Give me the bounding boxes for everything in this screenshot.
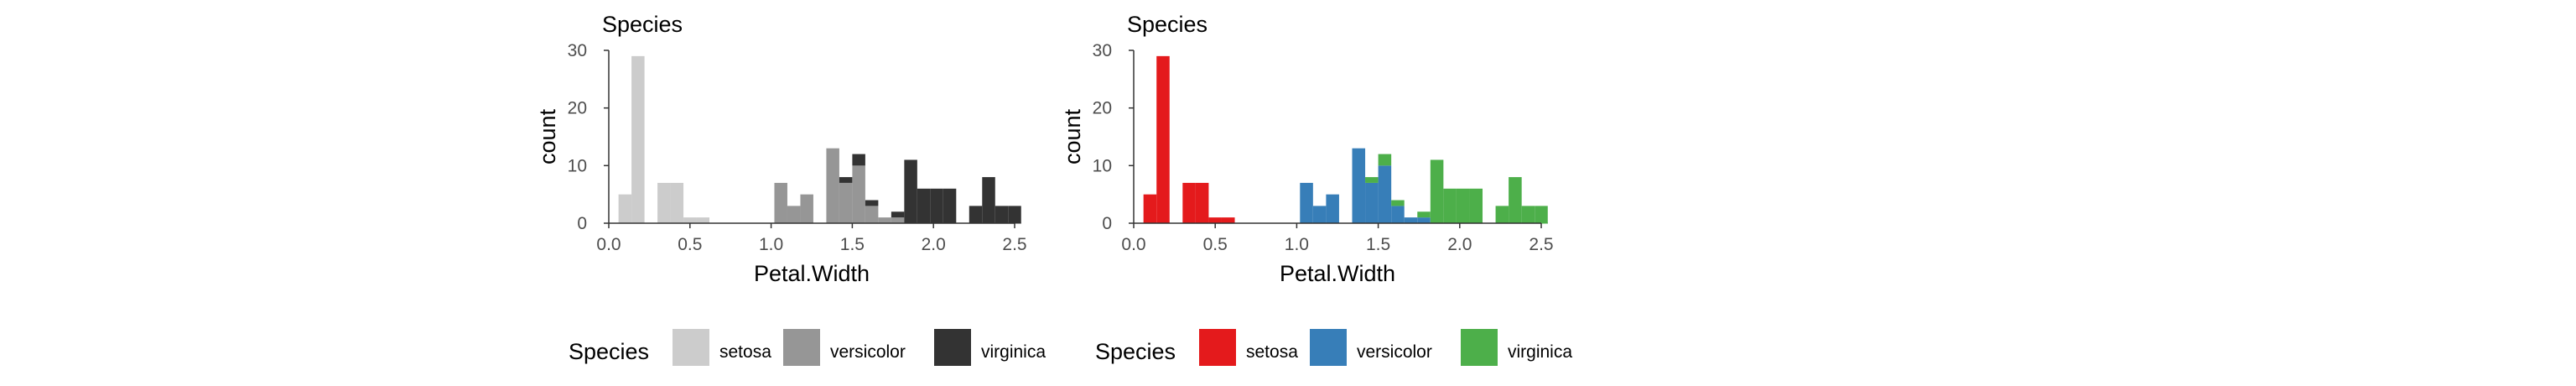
- histogram-bar-virginica: [1535, 206, 1548, 223]
- histogram-bar-versicolor: [852, 165, 865, 223]
- y-tick-label: 10: [1093, 156, 1112, 175]
- histogram-bar-virginica: [917, 188, 931, 223]
- y-tick-label: 20: [1093, 99, 1112, 118]
- histogram-bar-setosa: [1221, 217, 1235, 223]
- histogram-bar-virginica: [1391, 200, 1405, 206]
- x-tick-label: 2.5: [1002, 235, 1026, 254]
- histogram-bar-setosa: [683, 217, 697, 223]
- legend-label-virginica: virginica: [1508, 342, 1572, 362]
- y-tick-label: 30: [1093, 41, 1112, 60]
- histogram-bar-versicolor: [787, 206, 801, 223]
- histogram-bar-setosa: [631, 55, 645, 224]
- x-tick-label: 2.5: [1529, 235, 1553, 254]
- legend-label-virginica: virginica: [981, 342, 1046, 362]
- legend-label-setosa: setosa: [719, 342, 771, 362]
- x-axis-title: Petal.Width: [754, 261, 870, 286]
- panel-title: Species: [602, 12, 683, 37]
- x-tick-label: 1.0: [1285, 235, 1309, 254]
- histogram-bar-setosa: [618, 194, 632, 223]
- y-axis-title: count: [1060, 108, 1085, 164]
- histogram-bar-virginica: [1443, 188, 1457, 223]
- x-tick-label: 1.5: [1366, 235, 1390, 254]
- histogram-bar-versicolor: [774, 182, 787, 223]
- histogram-bar-virginica: [1378, 154, 1392, 166]
- histogram-bar-versicolor: [1326, 194, 1339, 223]
- legend-label-versicolor: versicolor: [830, 342, 906, 362]
- histogram-bar-versicolor: [1378, 165, 1392, 223]
- histogram-bar-versicolor: [1391, 206, 1405, 223]
- histogram-bar-versicolor: [1365, 182, 1379, 223]
- histogram-bar-setosa: [696, 217, 710, 223]
- histogram-bar-virginica: [1509, 177, 1522, 223]
- y-tick-label: 20: [568, 99, 587, 118]
- histogram-bar-virginica: [1456, 188, 1470, 223]
- histogram-bar-setosa: [1182, 182, 1196, 223]
- x-tick-label: 0.5: [1203, 235, 1228, 254]
- histogram-bar-virginica: [969, 206, 983, 223]
- legend-key-versicolor: [783, 329, 820, 366]
- color-histogram-panel: Species 0 10 20 30 0.0 0.5 1.0 1.5 2.0 2.5 Petal.Wi…: [1060, 12, 1572, 366]
- histogram-bar-setosa: [1208, 217, 1222, 223]
- legend-title: Species: [1095, 339, 1176, 364]
- legend-title: Species: [569, 339, 649, 364]
- histogram-bar-virginica: [943, 188, 957, 223]
- histogram-bar-virginica: [839, 177, 853, 183]
- histogram-bar-virginica: [865, 200, 879, 206]
- y-axis-title: count: [535, 108, 560, 164]
- histogram-bar-setosa: [1156, 55, 1170, 224]
- histogram-bar-virginica: [904, 159, 917, 223]
- histogram-bar-setosa: [657, 182, 671, 223]
- histogram-bar-virginica: [1430, 159, 1444, 223]
- grey-histogram-panel: Species 0 10 20 30 0.0 0.5 1.0 1.5 2.0 2.5 Petal.Wi…: [535, 12, 1046, 366]
- histogram-bar-setosa: [1195, 182, 1209, 223]
- histogram-bar-virginica: [852, 154, 865, 166]
- histogram-bar-virginica: [930, 188, 943, 223]
- histogram-bar-versicolor: [1417, 217, 1431, 223]
- histogram-bar-virginica: [1008, 206, 1021, 223]
- histogram-bar-versicolor: [878, 217, 891, 223]
- legend-key-setosa: [1199, 329, 1236, 366]
- histogram-bar-virginica: [1495, 206, 1509, 223]
- histogram-bar-versicolor: [891, 217, 905, 223]
- y-tick-label: 0: [577, 214, 587, 233]
- histogram-bar-virginica: [1365, 177, 1379, 183]
- histogram-bar-virginica: [891, 211, 905, 218]
- x-axis-title: Petal.Width: [1280, 261, 1395, 286]
- x-tick-label: 0.0: [1121, 235, 1145, 254]
- x-tick-label: 2.0: [922, 235, 946, 254]
- panel-title: Species: [1127, 12, 1208, 37]
- x-tick-label: 0.5: [678, 235, 702, 254]
- histogram-bar-virginica: [995, 206, 1009, 223]
- histogram-bar-versicolor: [1404, 217, 1418, 223]
- legend-key-virginica: [1461, 329, 1498, 366]
- legend-key-setosa: [673, 329, 709, 366]
- histogram-bar-virginica: [982, 177, 995, 223]
- legend-label-versicolor: versicolor: [1357, 342, 1432, 362]
- histogram-bar-setosa: [1143, 194, 1157, 223]
- histogram-bar-versicolor: [1312, 206, 1327, 223]
- x-tick-label: 0.0: [596, 235, 621, 254]
- x-tick-label: 1.5: [840, 235, 865, 254]
- histogram-bar-versicolor: [826, 148, 839, 223]
- histogram-bar-virginica: [1521, 206, 1535, 223]
- histogram-bar-versicolor: [800, 194, 813, 223]
- histogram-bar-virginica: [1469, 188, 1483, 223]
- histogram-bar-versicolor: [1352, 148, 1366, 223]
- histogram-bar-versicolor: [839, 182, 853, 223]
- y-tick-label: 30: [568, 41, 587, 60]
- legend-label-setosa: setosa: [1246, 342, 1298, 362]
- legend: Species setosa versicolor virginica: [569, 329, 1046, 366]
- histogram-bar-virginica: [1417, 211, 1431, 218]
- histogram-bar-versicolor: [1300, 182, 1313, 223]
- y-tick-label: 10: [568, 156, 587, 175]
- legend-key-versicolor: [1310, 329, 1347, 366]
- x-tick-label: 2.0: [1447, 235, 1472, 254]
- x-tick-label: 1.0: [759, 235, 783, 254]
- y-tick-label: 0: [1102, 214, 1112, 233]
- histogram-bar-versicolor: [865, 206, 879, 223]
- legend-key-virginica: [934, 329, 971, 366]
- legend: Species setosa versicolor virginica: [1095, 329, 1572, 366]
- histogram-bar-setosa: [670, 182, 684, 223]
